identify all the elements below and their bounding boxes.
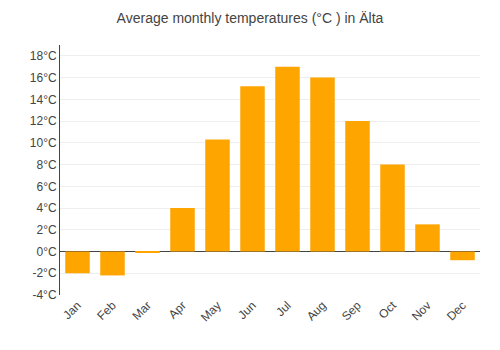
svg-text:Mar: Mar xyxy=(129,298,154,323)
svg-text:2°C: 2°C xyxy=(36,223,56,237)
svg-text:12°C: 12°C xyxy=(30,114,57,128)
svg-text:Average monthly temperatures (: Average monthly temperatures (°C ) in Äl… xyxy=(117,10,384,26)
svg-text:-4°C: -4°C xyxy=(32,288,56,302)
svg-text:Dec: Dec xyxy=(444,298,469,323)
svg-text:Feb: Feb xyxy=(94,298,119,323)
svg-text:Jul: Jul xyxy=(273,298,294,319)
svg-text:10°C: 10°C xyxy=(30,136,57,150)
svg-text:Nov: Nov xyxy=(409,298,434,323)
svg-text:4°C: 4°C xyxy=(36,201,56,215)
svg-text:May: May xyxy=(198,298,224,324)
svg-text:14°C: 14°C xyxy=(30,93,57,107)
svg-text:Aug: Aug xyxy=(304,298,329,323)
svg-text:8°C: 8°C xyxy=(36,158,56,172)
svg-text:18°C: 18°C xyxy=(30,49,57,63)
svg-text:-2°C: -2°C xyxy=(32,266,56,280)
svg-text:Jan: Jan xyxy=(60,298,84,322)
svg-text:0°C: 0°C xyxy=(36,245,56,259)
svg-text:16°C: 16°C xyxy=(30,71,57,85)
svg-text:Apr: Apr xyxy=(166,298,189,321)
svg-text:6°C: 6°C xyxy=(36,180,56,194)
svg-text:Jun: Jun xyxy=(235,298,259,322)
svg-text:Sep: Sep xyxy=(339,298,364,323)
svg-text:Oct: Oct xyxy=(376,298,400,322)
